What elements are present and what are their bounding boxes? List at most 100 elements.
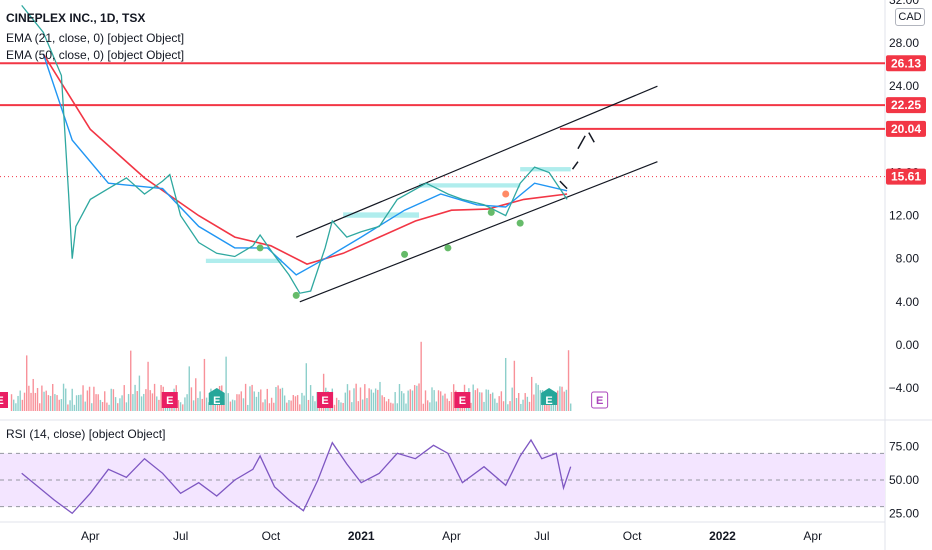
volume-bar [483,401,485,411]
volume-bar [413,385,416,411]
volume-bar [387,398,390,411]
volume-bar [65,388,67,411]
volume-bar [138,375,141,411]
support-zone [343,212,420,218]
volume-bar [234,400,236,411]
y-tick-label: 0.00 [896,338,920,352]
volume-bar [526,396,529,411]
volume-bar [190,387,193,411]
y-tick-label: −4.00 [889,381,920,395]
volume-bar [257,391,260,411]
volume-bar [372,392,375,411]
volume-bar [13,399,15,411]
volume-bar [346,384,349,411]
earnings-marker-label: E [213,395,220,407]
volume-bar [80,394,82,411]
ema21-legend[interactable]: EMA (21, close, 0) [object Object] [6,31,185,45]
volume-bar [481,392,483,411]
volume-bar [294,396,297,411]
volume-bar [255,396,258,411]
volume-bar [528,401,531,411]
price-level-badge [886,55,926,72]
volume-bar [509,401,511,411]
volume-bar [149,390,151,411]
volume-bar [160,385,162,411]
volume-bar [472,384,474,411]
y-tick-label: 28.00 [889,36,919,50]
earnings-marker-label: E [0,395,4,407]
volume-bar [355,383,357,411]
volume-bar [429,402,431,411]
ema21-line [42,53,568,276]
price-level-badge [886,97,926,114]
volume-bar [132,394,134,411]
volume-bar [444,393,446,411]
signal-dot [292,291,300,299]
volume-bar [561,386,563,411]
volume-bar [86,390,89,411]
chart-legend-title[interactable]: CINEPLEX INC., 1D, TSX [6,11,146,25]
volume-bar [223,399,225,411]
currency-badge: CAD [895,8,925,26]
volume-bar [476,388,479,411]
volume-bar [273,402,275,411]
x-tick-label: Apr [803,529,822,543]
volume-bar [39,403,41,411]
volume-bar [390,402,392,411]
volume-bar [45,390,47,411]
volume-bar [54,394,56,411]
dividend-marker [208,388,225,405]
volume-bar [270,397,273,411]
volume-bar [242,398,245,411]
volume-bar [47,395,50,411]
volume-bar [17,395,19,411]
support-zone [520,167,571,172]
y-tick-label: 8.00 [896,252,920,266]
dividend-marker [541,388,558,405]
y-tick-label: 24.00 [889,79,919,93]
volume-bar [95,394,97,411]
signal-dot [502,190,510,198]
volume-bar [130,350,132,411]
rsi-y-tick-label: 75.00 [889,440,919,454]
ema50-legend[interactable]: EMA (50, close, 0) [object Object] [6,48,185,62]
volume-bar [253,391,255,411]
price-level-label: 15.61 [891,170,921,184]
volume-bar [151,393,154,411]
volume-bar [431,387,433,411]
volume-bar [513,360,516,411]
earnings-marker-label: E [166,395,173,407]
volume-bar [227,393,229,411]
price-level-badge [886,120,926,137]
volume-bar [240,391,242,411]
volume-bar [281,387,284,411]
volume-bar [368,388,370,411]
volume-bar [478,392,481,411]
rsi-legend[interactable]: RSI (14, close) [object Object] [6,427,166,441]
volume-bar [426,400,429,411]
volume-bar [236,394,238,411]
volume-bar [359,387,362,411]
volume-bar [450,391,453,411]
volume-bar [238,394,240,411]
volume-bar [19,390,21,411]
volume-bar [71,388,73,411]
volume-bar [405,403,407,411]
volume-bar [127,394,130,411]
rsi-y-tick-label: 50.00 [889,473,919,487]
volume-bar [559,386,561,411]
signal-dot [256,244,264,252]
volume-bar [485,389,487,411]
volume-bar [84,401,86,411]
volume-bar [197,397,199,411]
volume-bar [247,404,249,411]
volume-bar [34,392,37,411]
x-tick-label: Apr [81,529,100,543]
signal-dot [516,219,524,227]
volume-bar [524,393,526,411]
volume-bar [203,358,206,411]
volume-bar [539,390,542,411]
volume-bar [15,403,17,411]
